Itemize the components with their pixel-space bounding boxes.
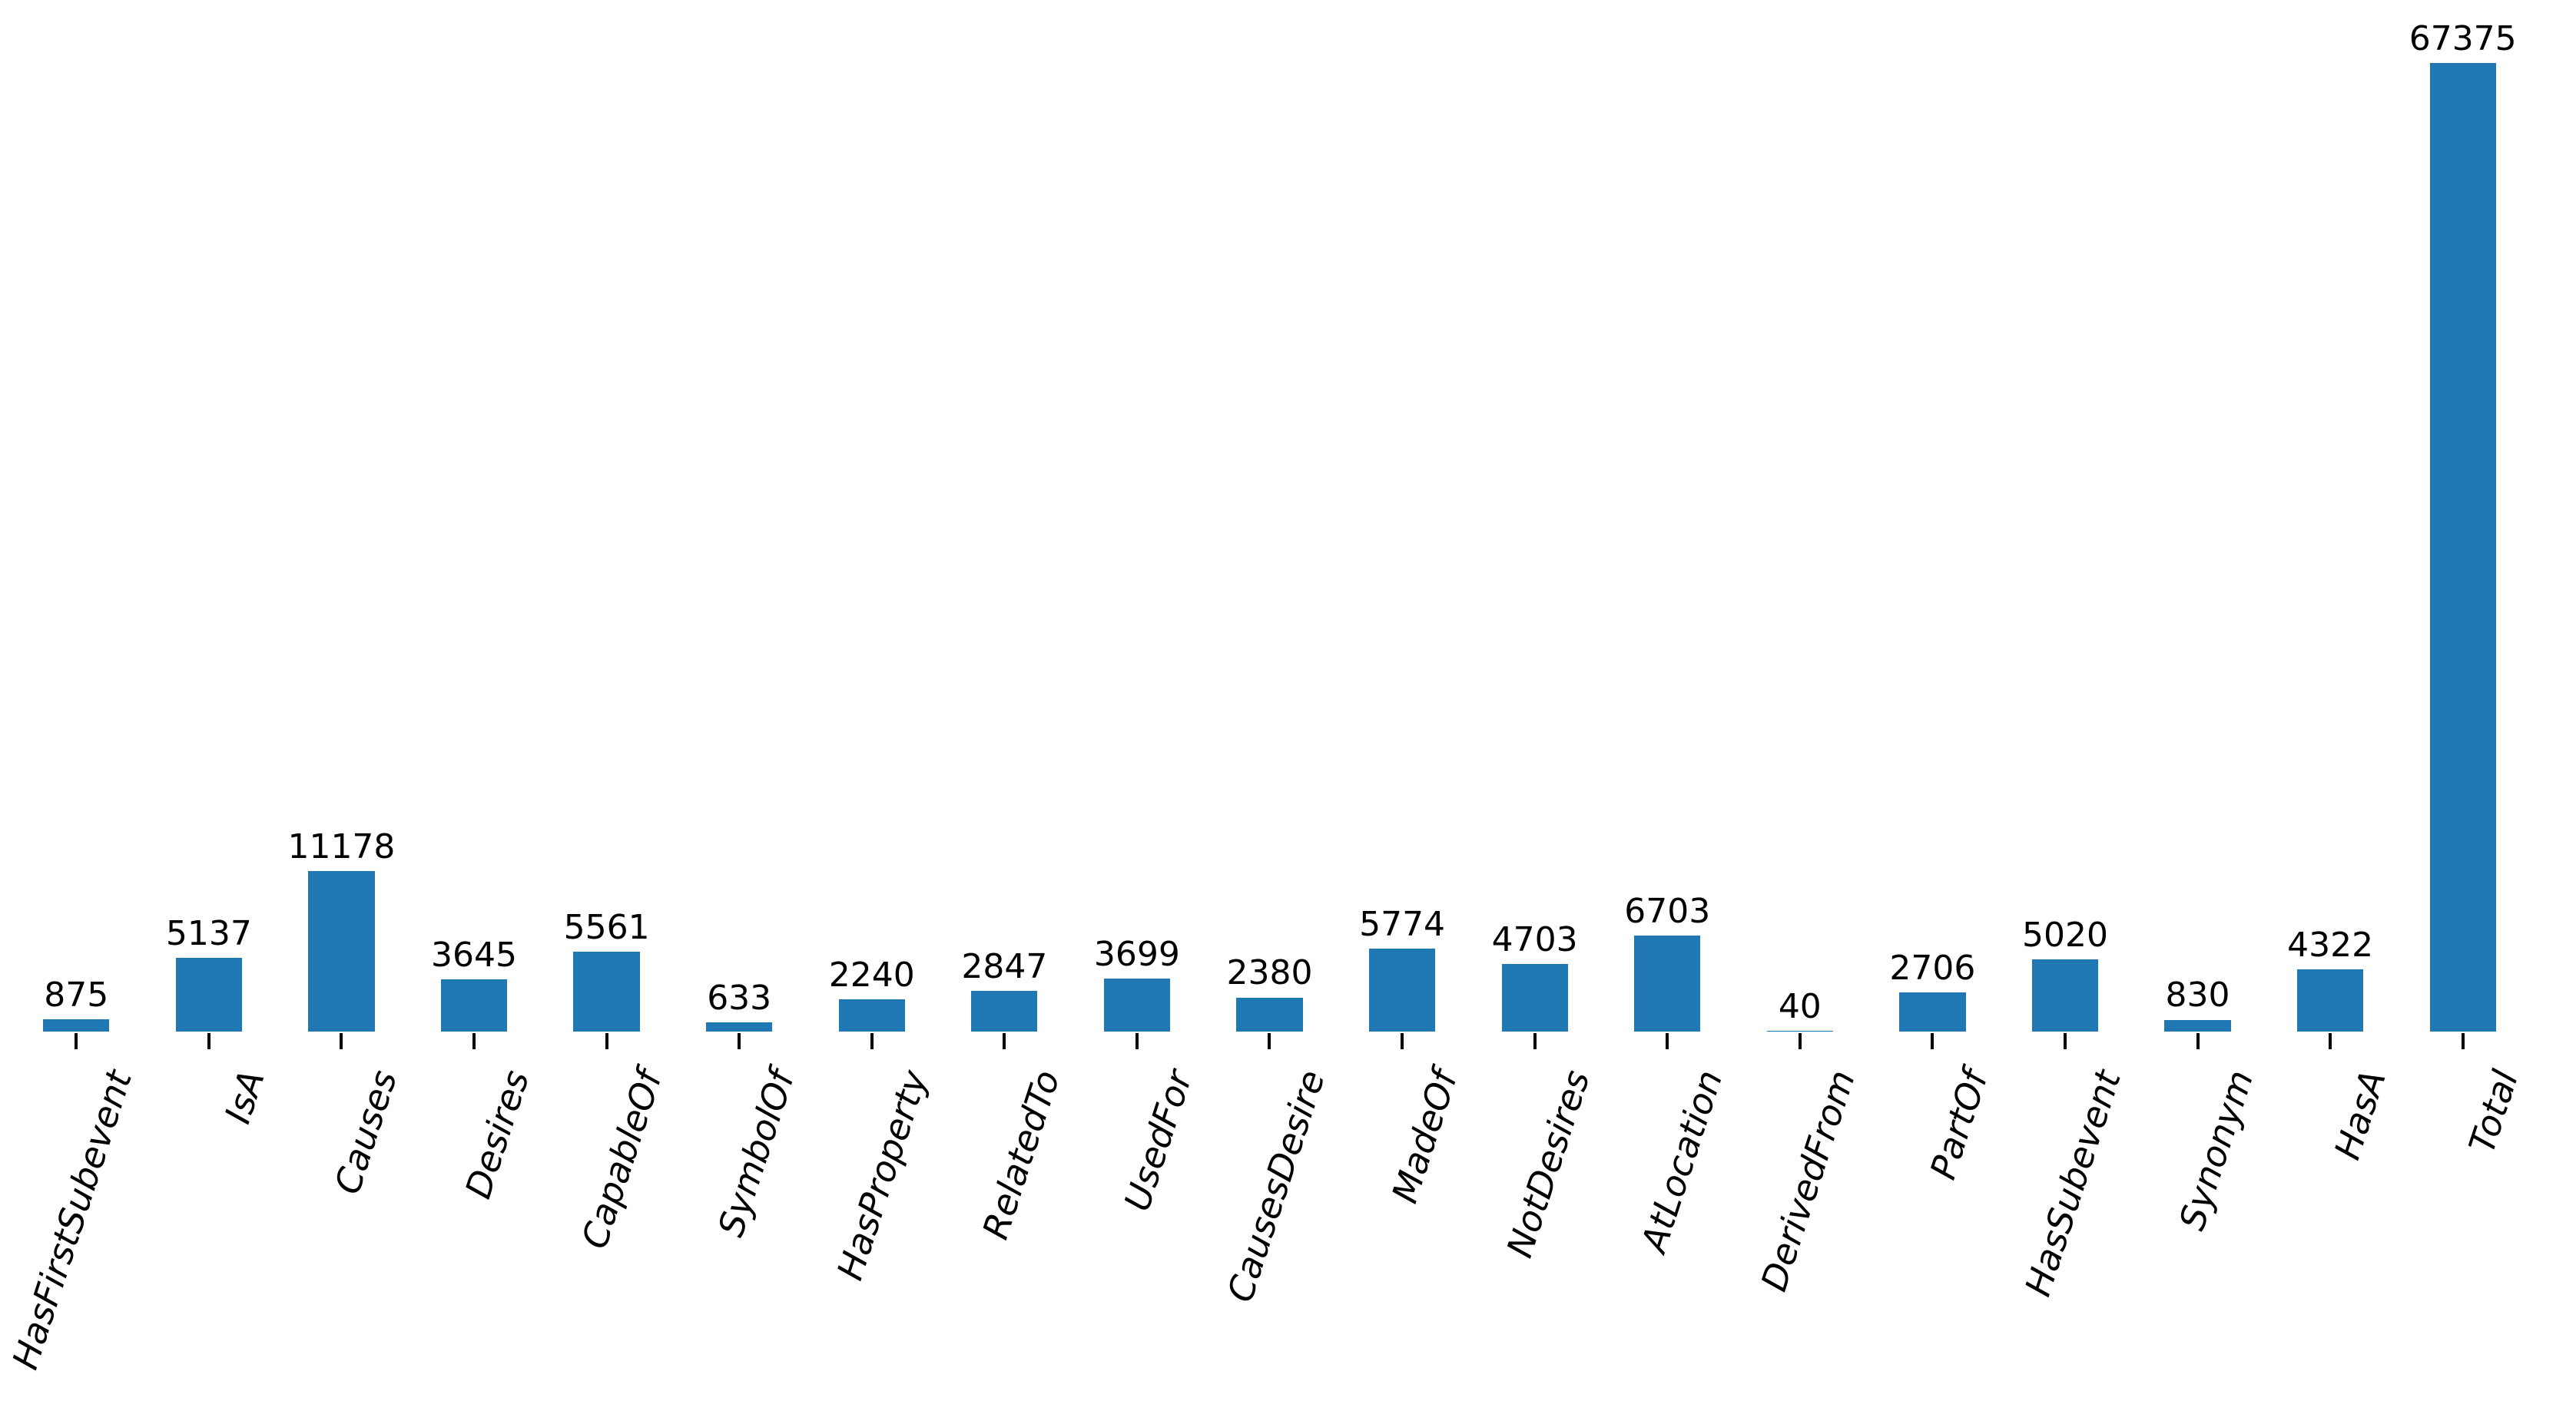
x-tick-label: HasFirstSubevent bbox=[4, 1065, 140, 1375]
plot-area: 875 HasFirstSubevent 5137 IsA 11178 Causes 364… bbox=[4, 0, 2529, 1421]
x-axis-tick bbox=[1268, 1033, 1271, 1049]
bar-value-label: 6703 bbox=[1624, 891, 1711, 931]
bar-column: 5137 IsA bbox=[143, 0, 276, 1421]
bar bbox=[2164, 1019, 2231, 1032]
x-axis-tick bbox=[1135, 1033, 1139, 1049]
x-tick-label: HasSubevent bbox=[2016, 1065, 2129, 1301]
x-axis-tick bbox=[2196, 1033, 2200, 1049]
bar-column: 11178 Causes bbox=[275, 0, 408, 1421]
bar bbox=[573, 951, 640, 1032]
x-axis-tick bbox=[738, 1033, 741, 1049]
bar bbox=[1236, 997, 1303, 1032]
x-axis-tick bbox=[1401, 1033, 1404, 1049]
bar bbox=[971, 990, 1038, 1032]
x-axis-tick bbox=[472, 1033, 476, 1049]
x-axis-tick bbox=[1003, 1033, 1006, 1049]
bar-column: 5774 MadeOf bbox=[1336, 0, 1469, 1421]
bar-column: 4703 NotDesires bbox=[1468, 0, 1601, 1421]
x-tick-label: DerivedFrom bbox=[1752, 1065, 1864, 1297]
x-tick-label: Desires bbox=[457, 1065, 538, 1204]
x-axis-tick bbox=[1666, 1033, 1669, 1049]
x-axis-tick bbox=[340, 1033, 343, 1049]
bar bbox=[43, 1019, 110, 1032]
bar-column: 875 HasFirstSubevent bbox=[4, 0, 143, 1421]
x-axis-tick bbox=[1931, 1033, 1934, 1049]
bar-value-label: 2847 bbox=[961, 946, 1048, 986]
bar bbox=[175, 957, 242, 1032]
bar-column: 3699 UsedFor bbox=[1071, 0, 1204, 1421]
x-tick-label: Causes bbox=[326, 1065, 406, 1200]
bar-column: 633 SymbolOf bbox=[673, 0, 806, 1421]
bar-value-label: 4703 bbox=[1491, 919, 1578, 959]
x-tick-label: AtLocation bbox=[1633, 1065, 1731, 1257]
bar bbox=[1368, 948, 1436, 1032]
bar bbox=[2296, 969, 2364, 1032]
bar bbox=[308, 870, 375, 1032]
x-tick-label: Synonym bbox=[2170, 1065, 2262, 1235]
bar bbox=[1103, 978, 1171, 1032]
x-tick-label: HasA bbox=[2326, 1065, 2394, 1164]
bar-value-label: 5020 bbox=[2021, 916, 2108, 956]
bar bbox=[838, 999, 905, 1032]
bar-value-label: 40 bbox=[1778, 987, 1822, 1027]
bar-column: 2847 RelatedTo bbox=[938, 0, 1071, 1421]
bar-column: 5020 HasSubevent bbox=[1999, 0, 2132, 1421]
bar-column: 2380 CausesDesire bbox=[1203, 0, 1336, 1421]
bar-value-label: 875 bbox=[44, 975, 109, 1015]
x-axis-tick bbox=[207, 1033, 211, 1049]
bar-value-label: 2240 bbox=[828, 956, 915, 995]
x-tick-label: RelatedTo bbox=[974, 1065, 1068, 1244]
bar-column: 3645 Desires bbox=[408, 0, 541, 1421]
x-tick-label: SymbolOf bbox=[710, 1065, 803, 1242]
bar-column: 67375 Total bbox=[2396, 0, 2529, 1421]
bar-value-label: 3699 bbox=[1093, 934, 1180, 974]
bar-value-label: 67375 bbox=[2409, 19, 2517, 58]
bar bbox=[1501, 964, 1568, 1032]
bar-column: 6703 AtLocation bbox=[1601, 0, 1734, 1421]
x-tick-label: PartOf bbox=[1921, 1065, 1996, 1184]
bar-value-label: 3645 bbox=[431, 935, 518, 975]
bar-value-label: 633 bbox=[707, 979, 772, 1019]
bar-column: 2706 PartOf bbox=[1866, 0, 1999, 1421]
x-tick-label: MadeOf bbox=[1384, 1065, 1466, 1208]
bar bbox=[2429, 63, 2496, 1032]
x-tick-label: CapableOf bbox=[573, 1065, 671, 1254]
x-tick-label: NotDesires bbox=[1498, 1065, 1599, 1263]
x-tick-label: IsA bbox=[216, 1065, 273, 1129]
x-tick-label: Total bbox=[2461, 1065, 2527, 1158]
bar-value-label: 2380 bbox=[1226, 953, 1313, 993]
x-axis-tick bbox=[1798, 1033, 1802, 1049]
x-axis-tick bbox=[870, 1033, 874, 1049]
bar-value-label: 2706 bbox=[1889, 949, 1976, 989]
bar-value-label: 5774 bbox=[1359, 904, 1446, 944]
bar-value-label: 4322 bbox=[2287, 926, 2374, 966]
x-axis-tick bbox=[2461, 1033, 2465, 1049]
bar-column: 2240 HasProperty bbox=[805, 0, 938, 1421]
bar-column: 40 DerivedFrom bbox=[1734, 0, 1867, 1421]
bar bbox=[1634, 935, 1701, 1032]
bar bbox=[440, 979, 508, 1032]
bar-column: 830 Synonym bbox=[2131, 0, 2264, 1421]
x-axis-tick bbox=[2329, 1033, 2332, 1049]
x-axis-tick bbox=[75, 1033, 78, 1049]
bar bbox=[1766, 1031, 1833, 1032]
bar-column: 5561 CapableOf bbox=[540, 0, 673, 1421]
x-tick-label: UsedFor bbox=[1116, 1065, 1201, 1216]
bar-column: 4322 HasA bbox=[2264, 0, 2397, 1421]
x-tick-label: HasProperty bbox=[828, 1065, 936, 1285]
x-axis-tick bbox=[605, 1033, 608, 1049]
bar bbox=[1899, 992, 1966, 1032]
bar-value-label: 11178 bbox=[287, 826, 396, 866]
bar bbox=[2031, 959, 2099, 1032]
bar-value-label: 830 bbox=[2165, 975, 2230, 1015]
bar bbox=[706, 1022, 773, 1032]
x-tick-label: CausesDesire bbox=[1218, 1065, 1334, 1307]
x-axis-tick bbox=[2063, 1033, 2067, 1049]
x-axis-tick bbox=[1533, 1033, 1537, 1049]
bar-value-label: 5561 bbox=[563, 907, 650, 947]
bar-value-label: 5137 bbox=[165, 913, 252, 953]
